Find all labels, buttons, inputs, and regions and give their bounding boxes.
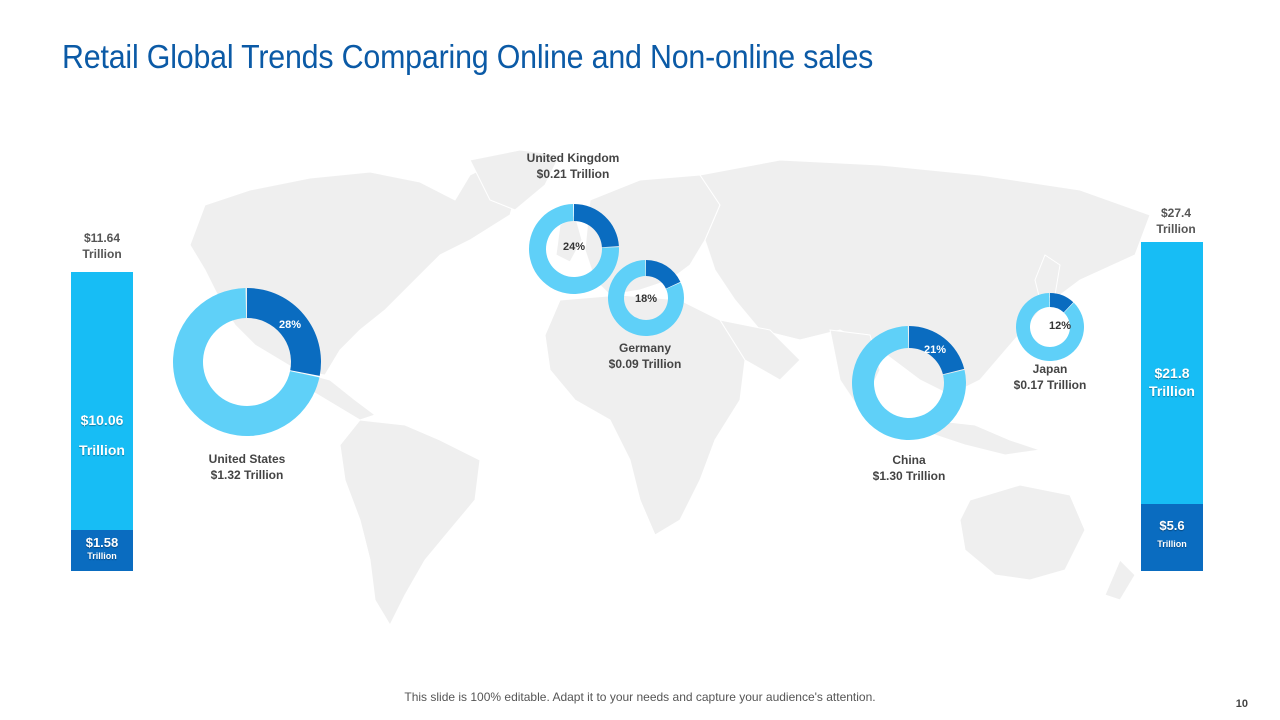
country-name: Japan	[1032, 362, 1068, 376]
footer-note: This slide is 100% editable. Adapt it to…	[404, 690, 876, 704]
country-value: $0.17 Trillion	[1013, 378, 1087, 392]
map-australia	[959, 484, 1086, 581]
map-se-asia	[929, 419, 1041, 456]
right-bar-online-unit: Trillion	[1157, 539, 1187, 549]
left-bar-total-label: $11.64 Trillion	[42, 230, 162, 262]
donut-online-slice	[1050, 293, 1074, 313]
donut-japan: 12%	[1016, 293, 1084, 361]
donut-non-online-slice	[173, 288, 320, 436]
donut-non-online-slice	[1016, 293, 1084, 361]
label-united-kingdom: United Kingdom $0.21 Trillion	[498, 150, 648, 182]
left-bar-non-online-value: $10.06	[80, 412, 124, 428]
country-name: China	[892, 453, 926, 467]
donut-online-slice	[646, 260, 681, 289]
left-bar-total-amount: $11.64	[83, 231, 121, 245]
donut-china: 21%	[852, 326, 966, 440]
left-bar-online-unit: Trillion	[87, 551, 117, 561]
donut-percent-label: 12%	[1049, 320, 1071, 332]
left-bar-online-segment: $1.58 Trillion	[71, 530, 133, 571]
right-bar-non-online-unit: Trillion	[1149, 383, 1195, 399]
label-japan: Japan $0.17 Trillion	[975, 361, 1125, 393]
right-bar-non-online-segment: $21.8 Trillion	[1141, 242, 1203, 504]
donut-percent-label: 28%	[279, 319, 301, 331]
country-name: United Kingdom	[526, 151, 620, 165]
right-bar-non-online-value: $21.8	[1154, 365, 1190, 381]
left-bar-total-unit: Trillion	[82, 247, 122, 261]
donut-united-states: 28%	[173, 288, 321, 436]
label-united-states: United States $1.32 Trillion	[172, 451, 322, 483]
page-number: 10	[1235, 698, 1248, 710]
donut-percent-label: 21%	[924, 344, 946, 356]
right-stacked-bar: $21.8 Trillion $5.6 Trillion	[1141, 242, 1203, 571]
donut-non-online-slice	[529, 204, 619, 294]
label-germany: Germany $0.09 Trillion	[570, 340, 720, 372]
donut-percent-label: 18%	[635, 293, 657, 305]
right-bar-online-value: $5.6	[1159, 518, 1185, 533]
donut-non-online-slice	[852, 326, 966, 440]
donut-non-online-slice	[608, 260, 684, 336]
right-bar-total-amount: $27.4	[1160, 206, 1192, 220]
donut-online-slice	[909, 326, 965, 375]
donut-united-kingdom: 24%	[529, 204, 619, 294]
left-bar-online-value: $1.58	[85, 535, 119, 550]
donut-online-slice	[574, 204, 619, 248]
left-bar-non-online-segment: $10.06 Trillion	[71, 272, 133, 530]
right-bar-total-unit: Trillion	[1156, 222, 1196, 236]
map-new-zealand	[1104, 559, 1136, 601]
left-stacked-bar: $10.06 Trillion $1.58 Trillion	[71, 272, 133, 571]
country-name: United States	[208, 452, 286, 466]
country-value: $0.09 Trillion	[608, 357, 682, 371]
left-bar-non-online-unit: Trillion	[79, 442, 125, 458]
donut-online-slice	[247, 288, 321, 376]
label-china: China $1.30 Trillion	[834, 452, 984, 484]
right-bar-online-segment: $5.6 Trillion	[1141, 504, 1203, 571]
donut-germany: 18%	[608, 260, 684, 336]
country-value: $1.30 Trillion	[872, 469, 946, 483]
slide-title: Retail Global Trends Comparing Online an…	[62, 38, 874, 75]
right-bar-total-label: $27.4 Trillion	[1116, 205, 1236, 237]
donut-percent-label: 24%	[563, 241, 585, 253]
country-value: $0.21 Trillion	[536, 167, 610, 181]
country-name: Germany	[618, 341, 672, 355]
map-south-america	[339, 419, 481, 627]
map-middle-east	[718, 319, 801, 381]
country-value: $1.32 Trillion	[210, 468, 284, 482]
map-greenland	[469, 149, 561, 211]
map-africa	[544, 294, 746, 536]
